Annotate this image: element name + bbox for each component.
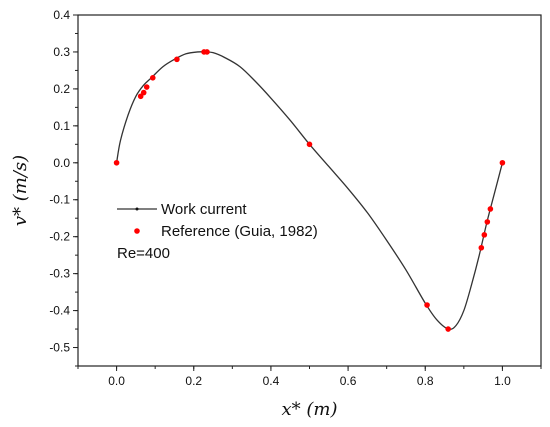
x-tick-label: 0.4 bbox=[263, 374, 280, 388]
legend-label-reference: Reference (Guia, 1982) bbox=[161, 223, 318, 240]
y-tick-label: 0.0 bbox=[53, 156, 70, 170]
y-tick-label: 0.3 bbox=[53, 45, 70, 59]
x-tick-label: 0.2 bbox=[185, 374, 202, 388]
reference-point bbox=[113, 159, 120, 166]
x-tick-label: 0.6 bbox=[340, 374, 357, 388]
reference-point bbox=[487, 206, 494, 212]
y-tick-label: -0.2 bbox=[49, 230, 70, 244]
y-tick-label: 0.2 bbox=[53, 82, 70, 96]
legend-point-swatch bbox=[134, 228, 140, 234]
reynolds-annotation: Re=400 bbox=[117, 245, 170, 262]
reference-point bbox=[484, 219, 491, 225]
legend-line-marker bbox=[135, 207, 139, 211]
reference-point bbox=[204, 49, 210, 55]
reference-point bbox=[143, 84, 150, 90]
x-axis: 0.0 0.2 0.4 0.6 0.8 1.0 bbox=[77, 366, 542, 388]
reference-point bbox=[306, 141, 313, 148]
y-tick-label: 0.1 bbox=[53, 119, 70, 133]
reference-point bbox=[499, 159, 506, 166]
x-tick-label: 0.8 bbox=[417, 374, 434, 388]
y-tick-label: -0.5 bbox=[49, 341, 70, 355]
reference-point bbox=[478, 244, 485, 251]
y-axis: 0.4 0.3 0.2 0.1 0.0 -0.1 -0.2 -0.3 -0.4 -0.5 bbox=[49, 8, 78, 367]
series-work-current bbox=[115, 51, 504, 330]
legend-label-work-current: Work current bbox=[161, 201, 247, 218]
reference-point bbox=[424, 302, 430, 308]
y-tick-label: 0.4 bbox=[53, 8, 70, 22]
plot-area bbox=[77, 14, 542, 367]
y-tick-label: -0.3 bbox=[49, 267, 70, 281]
reference-point bbox=[137, 93, 144, 100]
series-reference bbox=[113, 49, 506, 332]
y-axis-title: v* (m/s) bbox=[10, 155, 31, 226]
reference-point bbox=[149, 75, 156, 81]
plot-border bbox=[77, 14, 542, 367]
x-axis-title: x* (m) bbox=[282, 399, 338, 420]
x-tick-label: 0.0 bbox=[108, 374, 125, 388]
legend: Work current Reference (Guia, 1982) bbox=[117, 201, 318, 240]
y-tick-label: -0.1 bbox=[49, 193, 70, 207]
y-tick-label: -0.4 bbox=[49, 304, 70, 318]
reference-point bbox=[140, 89, 147, 96]
work-current-line bbox=[115, 51, 504, 330]
x-tick-label: 1.0 bbox=[494, 374, 511, 388]
reference-point bbox=[174, 56, 180, 63]
reference-point bbox=[445, 326, 451, 332]
reference-point bbox=[481, 232, 488, 238]
